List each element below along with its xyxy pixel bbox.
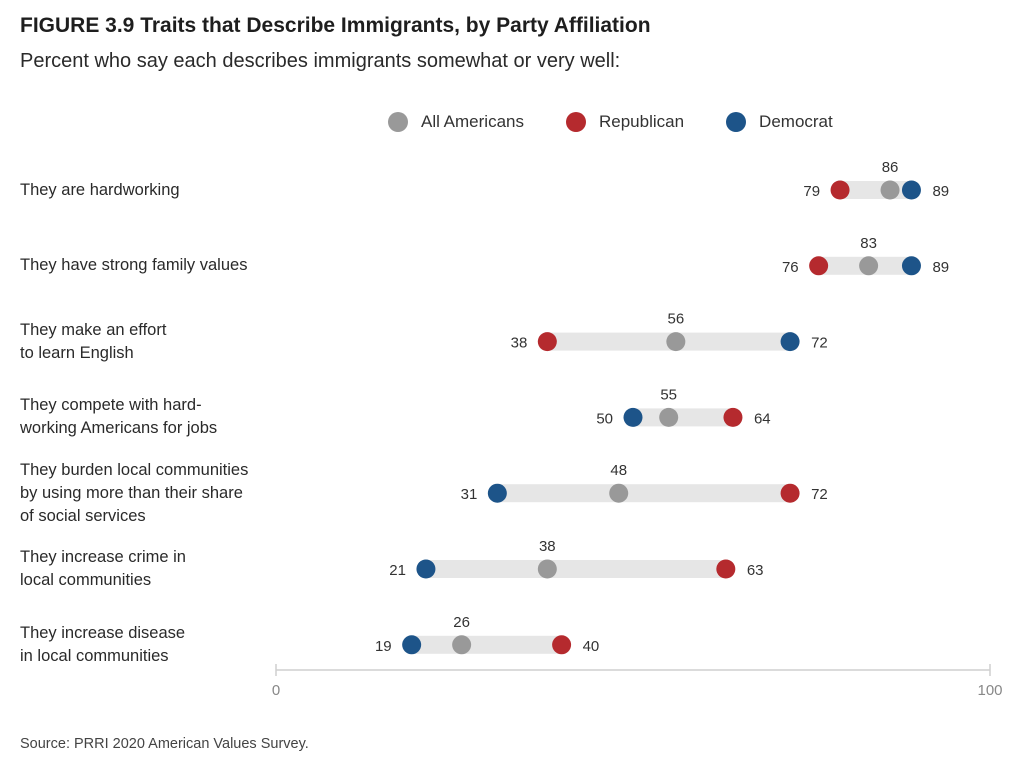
dot-all-3 bbox=[659, 407, 679, 427]
dot-republican-3 bbox=[723, 407, 743, 427]
value-label-all-0: 86 bbox=[882, 159, 899, 176]
row-label-3: They compete with hard-working Americans… bbox=[20, 394, 290, 440]
dot-all-1 bbox=[859, 256, 879, 276]
dot-democrat-1 bbox=[901, 256, 921, 276]
value-label-republican-2: 38 bbox=[511, 335, 528, 352]
x-tick-label-0: 0 bbox=[272, 682, 280, 699]
legend-dot-all bbox=[388, 112, 408, 132]
legend-item-democrat: Democrat bbox=[726, 112, 833, 132]
value-label-democrat-2: 72 bbox=[811, 335, 828, 352]
row-label-2: They make an effort to learn English bbox=[20, 319, 290, 365]
legend-label-democrat: Democrat bbox=[759, 112, 833, 131]
source-note: Source: PRRI 2020 American Values Survey… bbox=[20, 736, 309, 752]
range-bar-0 bbox=[840, 181, 912, 199]
dot-republican-2 bbox=[537, 332, 557, 352]
dot-all-0 bbox=[880, 180, 900, 200]
range-bar-6 bbox=[411, 635, 562, 654]
chart-title: FIGURE 3.9 Traits that Describe Immigran… bbox=[20, 14, 651, 37]
dot-all-6 bbox=[452, 635, 472, 655]
range-bar-3 bbox=[633, 408, 733, 427]
dot-republican-5 bbox=[716, 559, 736, 579]
row-label-line: They compete with hard- bbox=[20, 396, 202, 415]
value-label-democrat-6: 19 bbox=[375, 638, 392, 655]
dot-all-4 bbox=[609, 483, 629, 503]
value-label-all-5: 38 bbox=[539, 538, 556, 555]
value-label-all-2: 56 bbox=[667, 311, 684, 328]
legend: All Americans Republican Democrat bbox=[388, 112, 833, 132]
row-label-1: They have strong family values bbox=[20, 254, 290, 277]
value-label-democrat-3: 50 bbox=[596, 410, 613, 427]
row-label-line: They increase crime in bbox=[20, 548, 186, 566]
chart-subtitle: Percent who say each describes immigrant… bbox=[20, 50, 621, 72]
row-label-4: They burden local communities by using mo… bbox=[20, 459, 290, 528]
legend-label-republican: Republican bbox=[598, 112, 685, 131]
value-label-all-6: 26 bbox=[453, 614, 470, 631]
dot-democrat-4 bbox=[487, 483, 507, 503]
value-label-all-4: 48 bbox=[610, 462, 627, 479]
legend-dot-democrat bbox=[726, 112, 747, 132]
dot-democrat-2 bbox=[780, 332, 800, 352]
legend-dot-republican bbox=[565, 112, 586, 132]
row-label-line: local communities bbox=[20, 571, 152, 589]
row-label-line: They have strong family values bbox=[20, 256, 248, 275]
dot-democrat-6 bbox=[402, 635, 422, 655]
row-label-line: to learn English bbox=[20, 343, 134, 362]
row-label-line: They increase disease bbox=[20, 623, 186, 642]
value-label-democrat-1: 89 bbox=[932, 259, 949, 276]
legend-label-all: All Americans bbox=[421, 112, 524, 131]
legend-item-all: All Americans bbox=[388, 112, 524, 132]
x-tick-label-100: 100 bbox=[977, 682, 1002, 699]
value-label-democrat-4: 31 bbox=[461, 486, 478, 503]
row-label-line: They burden local communities bbox=[20, 460, 249, 479]
value-label-all-1: 83 bbox=[860, 235, 877, 252]
row-label-line: by using more than their share bbox=[20, 483, 243, 502]
row-label-5: They increase crime in local communities bbox=[20, 546, 290, 592]
value-label-republican-0: 79 bbox=[803, 183, 820, 200]
value-label-republican-3: 64 bbox=[754, 410, 771, 427]
row-label-line: in local communities bbox=[20, 646, 169, 665]
value-label-republican-5: 63 bbox=[747, 562, 764, 579]
value-label-republican-1: 76 bbox=[782, 259, 799, 276]
dot-all-2 bbox=[666, 332, 686, 352]
value-label-republican-6: 40 bbox=[583, 638, 600, 655]
value-label-all-3: 55 bbox=[660, 386, 677, 403]
value-label-democrat-0: 89 bbox=[932, 183, 949, 200]
dot-democrat-3 bbox=[623, 407, 643, 427]
dot-republican-1 bbox=[809, 256, 829, 276]
row-label-6: They increase disease in local communitie… bbox=[20, 622, 290, 668]
value-label-republican-4: 72 bbox=[811, 486, 828, 503]
value-label-democrat-5: 21 bbox=[389, 562, 406, 579]
dot-republican-0 bbox=[830, 180, 850, 200]
range-bar-5 bbox=[425, 560, 726, 578]
dot-all-5 bbox=[537, 559, 557, 579]
range-bar-4 bbox=[497, 484, 791, 503]
dot-republican-6 bbox=[552, 635, 572, 655]
row-label-line: They are hardworking bbox=[20, 180, 180, 199]
row-label-0: They are hardworking bbox=[20, 179, 290, 202]
dot-democrat-0 bbox=[901, 180, 921, 200]
row-label-line: They make an effort bbox=[20, 320, 167, 339]
dot-republican-4 bbox=[780, 483, 800, 503]
legend-item-republican: Republican bbox=[565, 112, 685, 132]
row-label-line: working Americans for jobs bbox=[20, 419, 218, 438]
dot-democrat-5 bbox=[416, 559, 436, 579]
row-label-line: of social services bbox=[20, 506, 146, 525]
